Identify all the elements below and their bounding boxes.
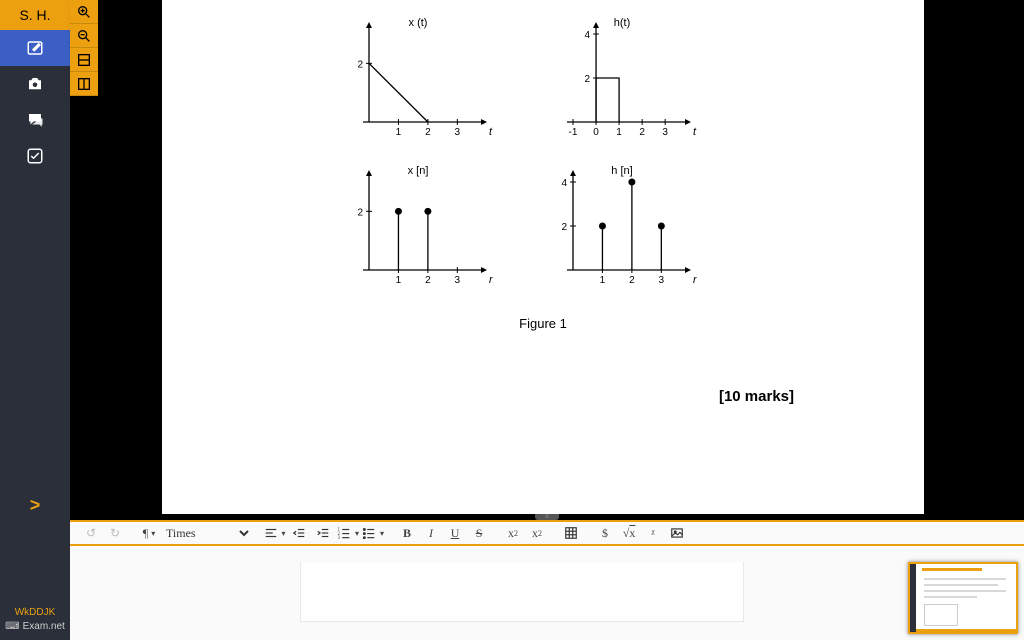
svg-text:t: t (693, 126, 697, 138)
indent-button[interactable] (312, 523, 334, 543)
clear-format-button[interactable]: ᵡ (642, 523, 664, 543)
zoom-in-button[interactable] (70, 0, 98, 24)
underline-button[interactable]: U (444, 523, 466, 543)
sidebar-footer: WkDDJK ⌨ Exam.net (0, 606, 70, 634)
strike-button[interactable]: S (468, 523, 490, 543)
subscript-button[interactable]: x2 (502, 523, 524, 543)
svg-text:2: 2 (561, 222, 567, 233)
resize-grip-icon[interactable]: ≡ (535, 514, 559, 520)
exam-code: WkDDJK (0, 606, 70, 620)
svg-text:2: 2 (629, 275, 635, 286)
plot-xn: x [n] 2 1 2 3 n (343, 164, 493, 294)
figure-plots: x (t) 2 1 2 3 t h(t) 2 4 -1 0 1 2 3 t x [n] 2 1 2 3 n h [n… (343, 16, 743, 312)
split-vertical-button[interactable] (70, 72, 98, 96)
svg-text:3: 3 (455, 127, 461, 138)
sidebar-item-camera[interactable] (0, 66, 70, 102)
italic-button[interactable]: I (420, 523, 442, 543)
svg-text:2: 2 (357, 207, 363, 218)
svg-text:2: 2 (584, 74, 590, 85)
svg-text:1: 1 (396, 275, 402, 286)
svg-text:3: 3 (455, 275, 461, 286)
svg-text:-1: -1 (569, 127, 578, 138)
svg-text:0: 0 (593, 127, 599, 138)
align-dropdown[interactable] (264, 523, 286, 543)
user-initials[interactable]: S. H. (0, 0, 70, 30)
bold-button[interactable]: B (396, 523, 418, 543)
main-area: x (t)2123t h(t)24-10123t x [n]2123n h [n… (70, 0, 1024, 640)
brand-icon: ⌨ (5, 620, 19, 634)
paragraph-style-dropdown[interactable]: ¶ (138, 523, 160, 543)
svg-text:t: t (489, 126, 493, 138)
math-inline-button[interactable]: $ (594, 523, 616, 543)
sidebar-item-chat[interactable] (0, 102, 70, 138)
figure-caption: Figure 1 (519, 316, 567, 331)
sidebar-expand-toggle[interactable]: > (0, 490, 70, 520)
editor-surface (70, 546, 1024, 640)
font-family-select[interactable]: Times (162, 523, 252, 543)
page-thumbnail[interactable] (908, 562, 1018, 634)
zoom-out-button[interactable] (70, 24, 98, 48)
svg-text:3: 3 (662, 127, 668, 138)
sidebar-item-write[interactable] (0, 30, 70, 66)
table-button[interactable] (560, 523, 582, 543)
redo-button[interactable]: ↻ (104, 523, 126, 543)
sidebar: S. H. > WkDDJK ⌨ Exam.net (0, 0, 70, 640)
undo-button[interactable]: ↺ (80, 523, 102, 543)
split-horizontal-button[interactable] (70, 48, 98, 72)
marks-label: [10 marks] (719, 388, 794, 405)
svg-text:3: 3 (659, 275, 665, 286)
svg-text:4: 4 (561, 178, 567, 189)
zoom-tools-panel (70, 0, 98, 96)
superscript-button[interactable]: x2 (526, 523, 548, 543)
ordered-list-dropdown[interactable]: 123 (336, 523, 359, 543)
svg-text:x [n]: x [n] (408, 165, 429, 177)
svg-text:h [n]: h [n] (611, 165, 632, 177)
svg-text:2: 2 (425, 127, 431, 138)
svg-text:3: 3 (338, 536, 341, 540)
unordered-list-dropdown[interactable] (361, 523, 384, 543)
document-viewport[interactable]: x (t) 2 1 2 3 t h(t) 2 4 -1 0 1 2 3 t x [n] 2 1 2 3 n h [n… (70, 0, 1024, 514)
svg-text:1: 1 (396, 127, 402, 138)
brand-label: ⌨ Exam.net (0, 620, 70, 634)
svg-text:x (t): x (t) (409, 17, 428, 29)
outdent-button[interactable] (288, 523, 310, 543)
sidebar-item-submit[interactable] (0, 138, 70, 174)
svg-text:n: n (489, 274, 493, 286)
plot-xt: x (t) 2 1 2 3 t (343, 16, 493, 146)
svg-text:1: 1 (600, 275, 606, 286)
svg-text:1: 1 (616, 127, 622, 138)
svg-text:2: 2 (639, 127, 645, 138)
pane-resize-bar[interactable]: ≡ (70, 514, 1024, 520)
sqrt-button[interactable]: √x (618, 523, 640, 543)
editor-toolbar: ↺ ↻ ¶ Times 123 B I U S x2 x2 (70, 520, 1024, 546)
svg-text:h(t): h(t) (614, 17, 631, 29)
answer-textarea[interactable] (300, 562, 744, 622)
svg-text:2: 2 (425, 275, 431, 286)
svg-text:n: n (693, 274, 697, 286)
plot-hn: h [n] 2 4 1 2 3 n (547, 164, 697, 294)
plot-ht: h(t) 2 4 -1 0 1 2 3 t (547, 16, 697, 146)
svg-text:4: 4 (584, 30, 590, 41)
document-page: x (t) 2 1 2 3 t h(t) 2 4 -1 0 1 2 3 t x [n] 2 1 2 3 n h [n… (162, 0, 924, 514)
svg-text:2: 2 (357, 59, 363, 70)
insert-image-button[interactable] (666, 523, 688, 543)
